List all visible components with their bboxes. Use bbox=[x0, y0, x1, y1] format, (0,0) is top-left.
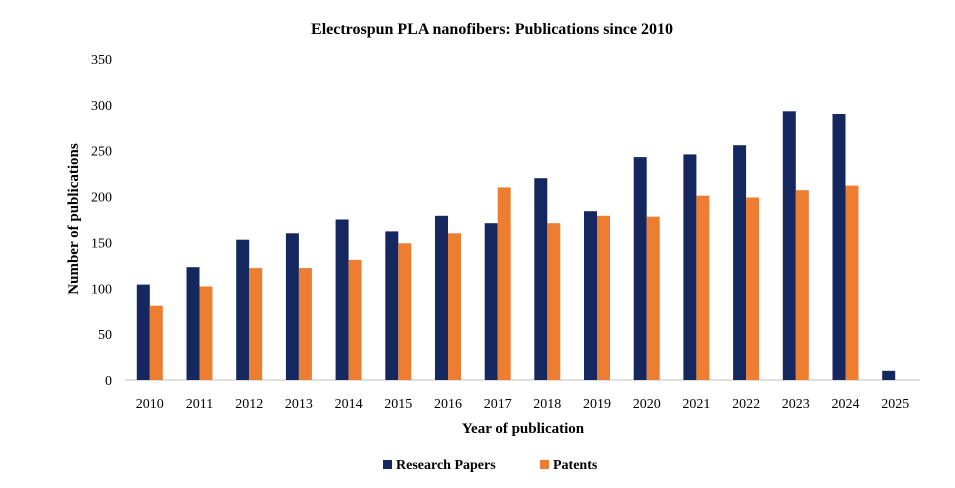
x-tick-label: 2011 bbox=[186, 397, 213, 412]
y-axis-ticks: 0 50 100 150 200 250 300 350 bbox=[91, 53, 112, 389]
x-axis-ticks: 2010 2011 2012 2013 2014 2015 2016 2017 2018 2019… bbox=[136, 397, 909, 412]
bar-patents-2020 bbox=[646, 216, 660, 380]
legend-swatch-research-papers bbox=[383, 460, 392, 469]
bar-patents-2010 bbox=[149, 305, 163, 380]
legend: Research Papers Patents bbox=[383, 458, 598, 473]
bar-patents-2024 bbox=[845, 185, 859, 380]
bar-patents-2022 bbox=[746, 197, 760, 380]
x-tick-label: 2012 bbox=[235, 397, 263, 412]
bar-patents-2016 bbox=[448, 233, 461, 380]
bar-research-papers-2019 bbox=[584, 211, 597, 380]
bar-research-papers-2023 bbox=[782, 111, 796, 381]
y-tick-label: 350 bbox=[91, 53, 112, 68]
x-tick-label: 2017 bbox=[484, 397, 512, 412]
bar-research-papers-2014 bbox=[335, 219, 349, 380]
x-tick-label: 2016 bbox=[434, 397, 462, 412]
legend-label-research-papers: Research Papers bbox=[396, 458, 496, 473]
x-tick-label: 2010 bbox=[136, 397, 164, 412]
bar-patents-2018 bbox=[547, 223, 561, 380]
bar-patents-2011 bbox=[199, 286, 213, 380]
legend-swatch-patents bbox=[540, 460, 549, 469]
bar-research-papers-2010 bbox=[136, 284, 150, 380]
x-tick-label: 2013 bbox=[285, 397, 313, 412]
bar-research-papers-2021 bbox=[683, 154, 697, 380]
bar-research-papers-2022 bbox=[733, 145, 747, 380]
bar-research-papers-2013 bbox=[285, 233, 299, 380]
bar-patents-2019 bbox=[597, 215, 610, 380]
bar-research-papers-2011 bbox=[186, 267, 200, 380]
y-tick-label: 0 bbox=[105, 374, 112, 389]
y-tick-label: 50 bbox=[98, 328, 112, 343]
y-tick-label: 250 bbox=[91, 145, 112, 160]
legend-label-patents: Patents bbox=[553, 458, 598, 473]
y-tick-label: 150 bbox=[91, 236, 112, 251]
bar-patents-2017 bbox=[497, 187, 511, 380]
x-tick-label: 2021 bbox=[682, 397, 710, 412]
bar-patents-2023 bbox=[795, 190, 809, 380]
y-tick-label: 300 bbox=[91, 99, 112, 114]
x-tick-label: 2022 bbox=[732, 397, 760, 412]
x-tick-label: 2014 bbox=[335, 397, 363, 412]
bar-research-papers-2024 bbox=[832, 114, 846, 380]
bar-research-papers-2018 bbox=[534, 178, 548, 380]
bar-research-papers-2016 bbox=[435, 215, 448, 380]
x-tick-label: 2018 bbox=[533, 397, 561, 412]
bar-patents-2014 bbox=[348, 259, 362, 380]
bar-research-papers-2015 bbox=[385, 231, 399, 380]
bar-patents-2015 bbox=[398, 243, 412, 380]
x-tick-label: 2020 bbox=[633, 397, 661, 412]
chart-title: Electrospun PLA nanofibers: Publications… bbox=[311, 21, 673, 38]
bar-research-papers-2017 bbox=[484, 223, 498, 380]
x-tick-label: 2015 bbox=[384, 397, 412, 412]
bar-research-papers-2025 bbox=[882, 370, 896, 380]
x-tick-label: 2023 bbox=[782, 397, 810, 412]
bar-patents-2012 bbox=[249, 268, 263, 380]
x-tick-label: 2024 bbox=[832, 397, 860, 412]
y-axis-label: Number of publications bbox=[66, 143, 82, 295]
bar-patents-2021 bbox=[696, 195, 710, 380]
x-tick-label: 2025 bbox=[881, 397, 909, 412]
bar-research-papers-2020 bbox=[633, 157, 647, 380]
bar-research-papers-2012 bbox=[236, 239, 250, 380]
bar-patents-2013 bbox=[298, 268, 312, 380]
bars-group bbox=[136, 111, 896, 381]
y-tick-label: 100 bbox=[91, 282, 112, 297]
y-tick-label: 200 bbox=[91, 191, 112, 206]
x-tick-label: 2019 bbox=[583, 397, 611, 412]
x-axis-label: Year of publication bbox=[462, 421, 585, 437]
